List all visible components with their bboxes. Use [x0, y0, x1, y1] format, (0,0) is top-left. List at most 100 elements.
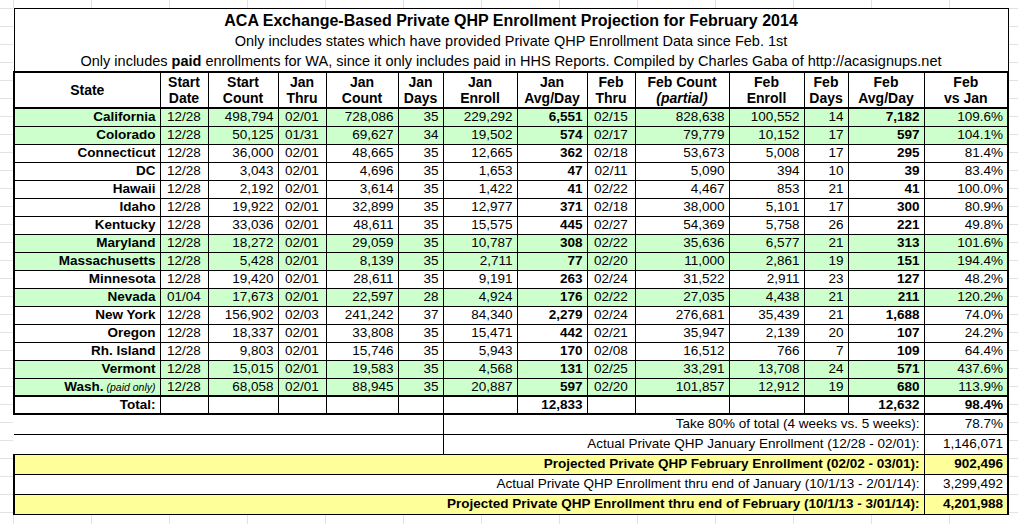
cell-feb_avg: 107 [848, 324, 924, 342]
header-line2: Avg/Day [858, 90, 914, 106]
state-name: Vermont [101, 361, 155, 376]
cell-feb_thru: 02/22 [587, 234, 635, 252]
state-row-colorado: Colorado12/2850,12501/3169,6273419,50257… [14, 126, 1008, 144]
cell-feb_vs_jan: 113.9% [924, 378, 1008, 396]
header-line1: Feb Count [647, 74, 716, 90]
cell-start_count: 33,036 [208, 216, 278, 234]
cell-feb_enroll: 100,552 [729, 108, 804, 126]
state-name: Hawaii [113, 181, 156, 196]
header-line2: Thru [595, 90, 626, 106]
cell-jan_days: 35 [398, 252, 443, 270]
cell-start_date: 12/28 [160, 162, 208, 180]
state-row-minnesota: Minnesota12/2819,42002/0128,611359,19126… [14, 270, 1008, 288]
cell-jan_enroll: 1,653 [443, 162, 517, 180]
cell-jan_thru: 02/01 [278, 162, 326, 180]
cell-feb_vs_jan: 101.6% [924, 234, 1008, 252]
cell-feb_count: 828,638 [635, 108, 729, 126]
cell-feb_avg: 211 [848, 288, 924, 306]
cell-feb_enroll: 10,152 [729, 126, 804, 144]
cell-feb_count: 53,673 [635, 144, 729, 162]
enrollment-table: ACA Exchange-Based Private QHP Enrollmen… [13, 8, 1009, 515]
summary-value: 902,496 [924, 454, 1008, 474]
cell-feb_thru: 02/22 [587, 288, 635, 306]
cell-feb_vs_jan: 104.1% [924, 126, 1008, 144]
cell-start_date: 12/28 [160, 324, 208, 342]
state-row-dc: DC12/283,04302/014,696351,6534702/115,09… [14, 162, 1008, 180]
header-line2: Days [809, 90, 842, 106]
cell-feb_enroll: 13,708 [729, 360, 804, 378]
cell-feb_thru: 02/20 [587, 252, 635, 270]
cell-feb_enroll: 5,758 [729, 216, 804, 234]
cell-feb_enroll: 2,911 [729, 270, 804, 288]
cell-feb_count: 16,512 [635, 342, 729, 360]
state-note: (paid only) [104, 381, 156, 393]
total-row: Total:12,83312,63298.4% [14, 396, 1008, 414]
cell-jan_thru: 02/01 [278, 234, 326, 252]
cell-feb_enroll: 4,438 [729, 288, 804, 306]
cell-start_count: 36,000 [208, 144, 278, 162]
state-row-vermont: Vermont12/2815,01502/0119,583354,5681310… [14, 360, 1008, 378]
header-line1: Feb [754, 74, 779, 90]
cell-feb_thru: 02/21 [587, 324, 635, 342]
summary-row-take-80: Take 80% of total (4 weeks vs. 5 weeks):… [14, 414, 1008, 434]
cell-jan_thru: 02/01 [278, 270, 326, 288]
column-header-jan_thru: JanThru [278, 72, 326, 108]
cell-feb_count: 27,035 [635, 288, 729, 306]
cell-jan_days: 35 [398, 270, 443, 288]
cell-start_count: 68,058 [208, 378, 278, 396]
cell-jan_avg: 77 [517, 252, 587, 270]
cell-feb_vs_jan: 109.6% [924, 108, 1008, 126]
cell-jan_enroll: 1,422 [443, 180, 517, 198]
cell-feb_enroll: 766 [729, 342, 804, 360]
cell-jan_count: 4,696 [326, 162, 398, 180]
summary-label: Take 80% of total (4 weeks vs. 5 weeks): [443, 414, 924, 434]
cell-jan_days: 35 [398, 342, 443, 360]
cell-feb_count: 5,090 [635, 162, 729, 180]
header-line1: Feb [874, 74, 899, 90]
cell-feb_days: 21 [804, 306, 848, 324]
cell-start_date: 12/28 [160, 198, 208, 216]
cell-jan_days: 37 [398, 306, 443, 324]
cell-start_count: 15,015 [208, 360, 278, 378]
cell-feb_days: 21 [804, 234, 848, 252]
header-line1: Jan [290, 74, 314, 90]
cell-start_count: 9,803 [208, 342, 278, 360]
state-name: Rh. Island [91, 343, 156, 358]
cell-jan_enroll: 20,887 [443, 378, 517, 396]
cell-feb_avg: 41 [848, 180, 924, 198]
cell-jan_days: 35 [398, 198, 443, 216]
cell-jan_count: 22,597 [326, 288, 398, 306]
title-block: ACA Exchange-Based Private QHP Enrollmen… [14, 9, 1008, 73]
cell-feb_days: 14 [804, 108, 848, 126]
cell-jan_thru: 02/01 [278, 378, 326, 396]
state-row-new-york: New York12/28156,90202/03241,2423784,340… [14, 306, 1008, 324]
table-note: Only includes paid enrollments for WA, s… [19, 51, 1004, 71]
cell-jan_count: 33,808 [326, 324, 398, 342]
cell-feb_avg: 680 [848, 378, 924, 396]
state-row-kentucky: Kentucky12/2833,03602/0148,6113515,57544… [14, 216, 1008, 234]
total-cell-feb_avg: 12,632 [848, 396, 924, 414]
summary-value: 1,146,071 [924, 434, 1008, 454]
cell-jan_avg: 308 [517, 234, 587, 252]
cell-feb_days: 17 [804, 144, 848, 162]
cell-feb_days: 23 [804, 270, 848, 288]
header-line1: Jan [408, 74, 432, 90]
cell-state: Connecticut [14, 144, 160, 162]
total-cell-jan_enroll [443, 396, 517, 414]
cell-start_date: 12/28 [160, 180, 208, 198]
total-cell-jan_avg: 12,833 [517, 396, 587, 414]
cell-state: Oregon [14, 324, 160, 342]
cell-jan_thru: 02/01 [278, 288, 326, 306]
cell-jan_count: 48,611 [326, 216, 398, 234]
cell-jan_enroll: 84,340 [443, 306, 517, 324]
summary-row-projected-thru-february: Projected Private QHP Enrollment thru en… [14, 494, 1008, 514]
cell-feb_count: 276,681 [635, 306, 729, 324]
cell-jan_thru: 02/03 [278, 306, 326, 324]
cell-feb_thru: 02/22 [587, 180, 635, 198]
total-cell-feb_vs_jan: 98.4% [924, 396, 1008, 414]
cell-state: Wash. (paid only) [14, 378, 160, 396]
cell-feb_avg: 295 [848, 144, 924, 162]
header-line1: Feb [814, 74, 839, 90]
column-header-feb_thru: FebThru [587, 72, 635, 108]
cell-jan_days: 35 [398, 144, 443, 162]
